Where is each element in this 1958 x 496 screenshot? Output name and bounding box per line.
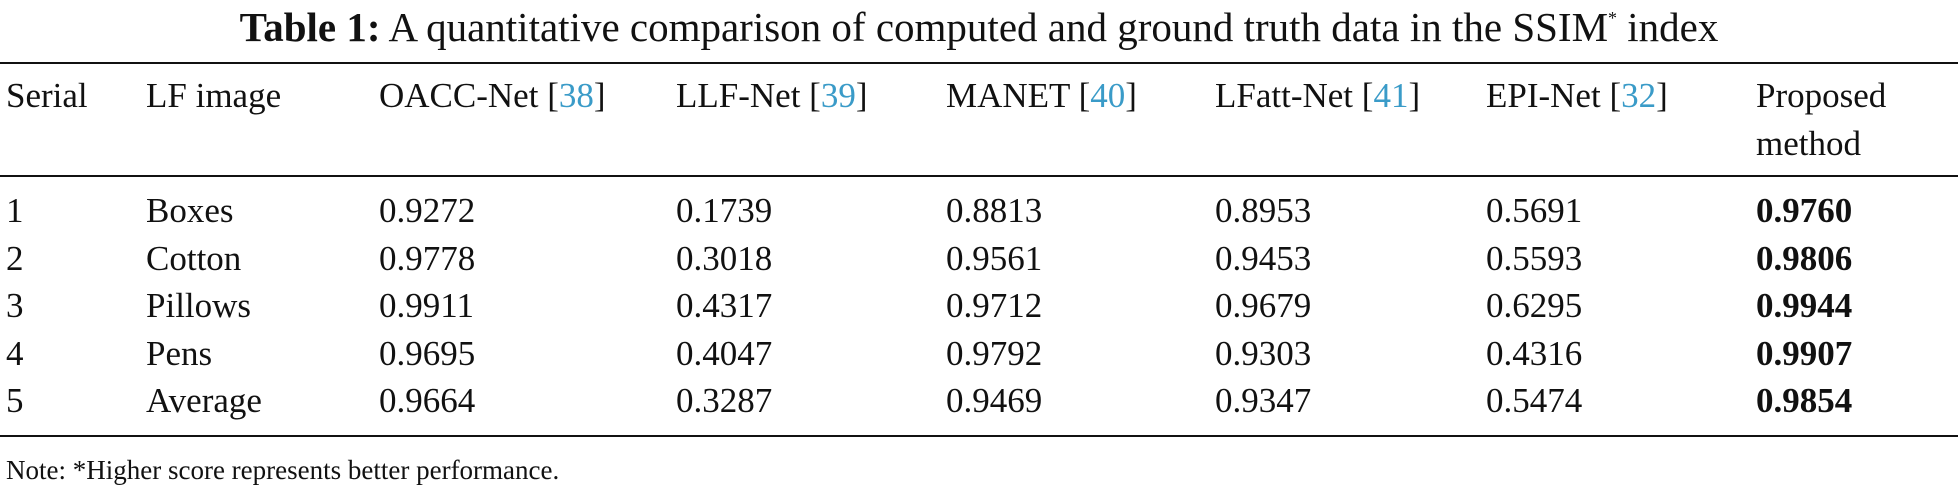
bottom-rule xyxy=(0,435,1958,437)
cell-oacc-net: 0.9695 xyxy=(379,333,476,373)
citation-link[interactable]: 38 xyxy=(558,76,594,115)
cell-proposed-method: 0.9760 xyxy=(1756,191,1853,230)
cell-manet: 0.9792 xyxy=(946,333,1043,373)
table-row: 3 Pillows 0.9911 0.4317 0.9712 0.9679 0.6295 0.… xyxy=(0,282,1958,330)
cell-manet: 0.9469 xyxy=(946,381,1043,420)
cell-proposed-method: 0.9907 xyxy=(1756,333,1853,373)
citation-link[interactable]: 40 xyxy=(1090,76,1126,115)
cell-epi-net: 0.5691 xyxy=(1486,191,1583,230)
header-lfatt-net: LFatt-Net [41] xyxy=(1215,76,1421,115)
cell-lfatt-net: 0.9303 xyxy=(1215,333,1312,373)
header-lf-image: LF image xyxy=(146,76,282,115)
cell-llf-net: 0.1739 xyxy=(676,191,773,230)
table-row: 2 Cotton 0.9778 0.3018 0.9561 0.9453 0.5593 0.9… xyxy=(0,235,1958,283)
cell-llf-net: 0.4317 xyxy=(676,286,773,325)
cell-serial: 5 xyxy=(6,381,24,420)
cell-lfatt-net: 0.9453 xyxy=(1215,238,1312,278)
cell-lfatt-net: 0.9347 xyxy=(1215,381,1312,420)
header-oacc-net: OACC-Net [38] xyxy=(379,76,606,115)
cell-lf-image: Average xyxy=(146,381,262,420)
cell-epi-net: 0.4316 xyxy=(1486,333,1583,373)
citation-link[interactable]: 39 xyxy=(820,76,856,115)
cell-manet: 0.9561 xyxy=(946,238,1043,278)
cell-llf-net: 0.3287 xyxy=(676,381,773,420)
top-rule xyxy=(0,62,1958,64)
cell-epi-net: 0.5593 xyxy=(1486,238,1583,278)
header-rule xyxy=(0,175,1958,177)
cell-lfatt-net: 0.9679 xyxy=(1215,286,1312,325)
caption-suffix: index xyxy=(1627,4,1719,50)
caption-superscript: * xyxy=(1608,8,1618,28)
caption-label: Table 1: xyxy=(239,4,381,50)
table-row: 5 Average 0.9664 0.3287 0.9469 0.9347 0.5474 0.… xyxy=(0,377,1958,425)
cell-manet: 0.9712 xyxy=(946,286,1043,325)
header-llf-net: LLF-Net [39] xyxy=(676,76,868,115)
results-table: Serial LF image OACC-Net [38] LLF-Net [3… xyxy=(0,64,1958,425)
cell-proposed-method: 0.9944 xyxy=(1756,286,1853,325)
cell-oacc-net: 0.9664 xyxy=(379,381,476,420)
cell-epi-net: 0.6295 xyxy=(1486,286,1583,325)
header-epi-net: EPI-Net [32] xyxy=(1486,76,1668,115)
cell-lf-image: Boxes xyxy=(146,191,234,230)
header-serial: Serial xyxy=(6,76,88,115)
table-note: Note: *Higher score represents better pe… xyxy=(6,455,560,485)
cell-serial: 2 xyxy=(6,238,24,278)
table-body: 1 Boxes 0.9272 0.1739 0.8813 0.8953 0.5691 0.97… xyxy=(0,175,1958,425)
header-proposed-method: Proposed method xyxy=(1756,76,1887,163)
table-caption: Table 1: A quantitative comparison of co… xyxy=(0,0,1958,54)
cell-manet: 0.8813 xyxy=(946,191,1043,230)
cell-lf-image: Pillows xyxy=(146,286,252,325)
cell-oacc-net: 0.9272 xyxy=(379,191,476,230)
header-row: Serial LF image OACC-Net [38] LLF-Net [3… xyxy=(0,64,1958,175)
cell-proposed-method: 0.9854 xyxy=(1756,381,1853,420)
cell-serial: 3 xyxy=(6,286,24,325)
table-row: 1 Boxes 0.9272 0.1739 0.8813 0.8953 0.5691 0.97… xyxy=(0,175,1958,235)
cell-lfatt-net: 0.8953 xyxy=(1215,191,1312,230)
cell-serial: 1 xyxy=(6,191,24,230)
cell-oacc-net: 0.9911 xyxy=(379,286,474,325)
citation-link[interactable]: 41 xyxy=(1373,76,1409,115)
citation-link[interactable]: 32 xyxy=(1621,76,1657,115)
cell-lf-image: Cotton xyxy=(146,238,242,278)
caption-text: A quantitative comparison of computed an… xyxy=(388,4,1609,50)
cell-serial: 4 xyxy=(6,333,24,373)
cell-lf-image: Pens xyxy=(146,333,213,373)
cell-oacc-net: 0.9778 xyxy=(379,238,476,278)
table-row: 4 Pens 0.9695 0.4047 0.9792 0.9303 0.4316 0.990… xyxy=(0,330,1958,378)
cell-llf-net: 0.4047 xyxy=(676,333,773,373)
cell-proposed-method: 0.9806 xyxy=(1756,238,1853,278)
cell-epi-net: 0.5474 xyxy=(1486,381,1583,420)
cell-llf-net: 0.3018 xyxy=(676,238,773,278)
header-manet: MANET [40] xyxy=(946,76,1137,115)
